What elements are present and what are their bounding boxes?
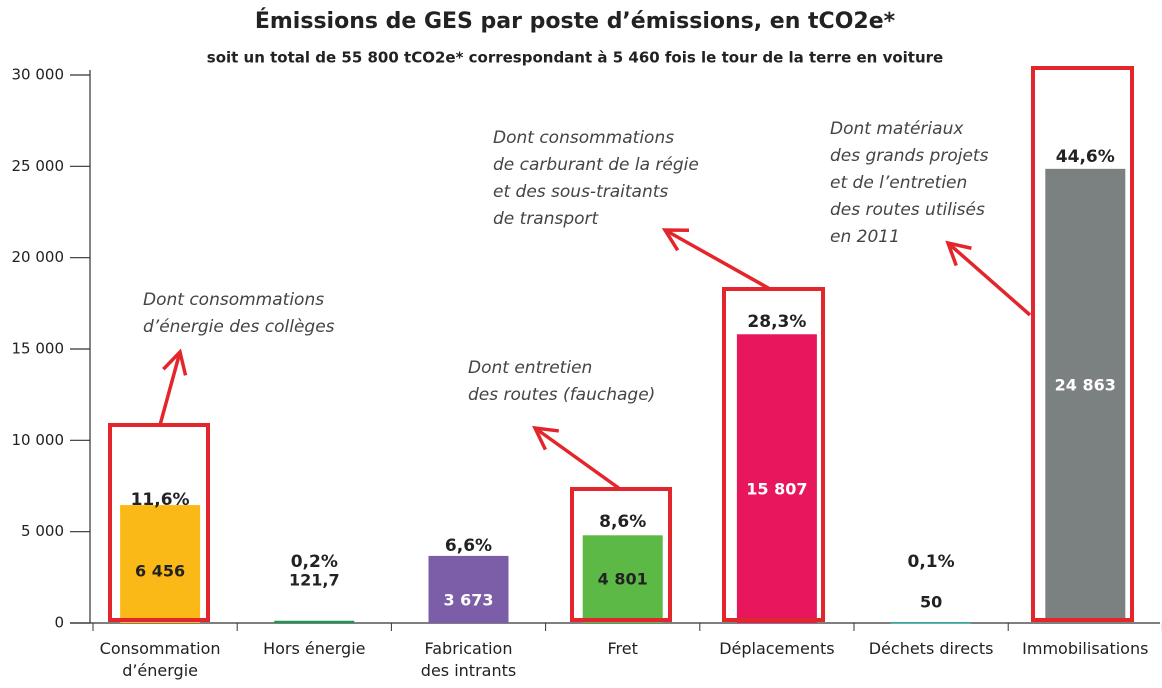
bar xyxy=(274,620,355,623)
annotation: d’énergie des collèges xyxy=(143,317,335,337)
x-tick-label: Immobilisations xyxy=(1022,639,1149,658)
chart-title: Émissions de GES par poste d’émissions, … xyxy=(255,8,896,34)
y-tick-label: 30 000 xyxy=(12,66,65,84)
arrow-head xyxy=(162,348,188,376)
bar xyxy=(891,622,972,624)
y-tick-label: 15 000 xyxy=(12,340,65,358)
annotation: Dont matériaux xyxy=(830,119,964,139)
x-tick-label: Déplacements xyxy=(719,639,835,658)
bar xyxy=(120,505,201,623)
arrow-head xyxy=(532,425,560,451)
bar xyxy=(1045,168,1126,623)
highlight-box xyxy=(722,287,825,622)
percent-label: 44,6% xyxy=(1056,147,1115,167)
value-label: 4 801 xyxy=(598,570,648,589)
y-tick-label: 25 000 xyxy=(12,157,65,175)
percent-label: 0,1% xyxy=(908,552,955,572)
annotation: Dont entretien xyxy=(468,358,592,378)
annotation: Dont consommations xyxy=(143,290,324,310)
percent-label: 11,6% xyxy=(131,490,190,510)
annotation: des routes utilisés xyxy=(830,200,985,220)
x-tick-label: Fret xyxy=(607,639,638,658)
annotation: et des sous-traitants xyxy=(493,182,668,202)
value-label: 50 xyxy=(920,593,942,612)
arrow-line xyxy=(664,228,771,291)
percent-label: 0,2% xyxy=(291,552,338,572)
chart-subtitle: soit un total de 55 800 tCO2e* correspon… xyxy=(207,49,943,67)
annotation: et de l’entretien xyxy=(830,173,967,193)
bar xyxy=(736,334,817,623)
x-tick-label: Déchets directs xyxy=(868,639,994,658)
highlight-box xyxy=(1031,66,1134,622)
y-tick-label: 0 xyxy=(54,614,64,632)
annotation: des routes (fauchage) xyxy=(468,385,655,405)
percent-label: 8,6% xyxy=(599,512,646,532)
y-tick-label: 5 000 xyxy=(21,522,64,540)
arrow-head xyxy=(945,240,972,267)
arrow-head xyxy=(661,228,690,252)
value-label: 6 456 xyxy=(135,562,185,581)
bar xyxy=(428,555,509,623)
percent-label: 6,6% xyxy=(445,536,492,556)
annotation: en 2011 xyxy=(830,227,900,247)
y-tick-label: 20 000 xyxy=(12,248,65,266)
percent-label: 28,3% xyxy=(747,312,806,332)
arrow-line xyxy=(533,426,622,491)
x-tick-label: Fabrication des intrants xyxy=(420,639,517,680)
value-label: 3 673 xyxy=(443,591,493,610)
annotation: de transport xyxy=(493,209,600,229)
x-tick-label: Consommation d’énergie xyxy=(99,639,221,680)
bar xyxy=(582,535,663,623)
value-label: 121,7 xyxy=(289,571,340,590)
y-tick-label: 10 000 xyxy=(12,431,65,449)
arrow-line xyxy=(158,351,182,426)
value-label: 15 807 xyxy=(746,480,807,499)
highlight-box xyxy=(108,423,210,622)
highlight-box xyxy=(570,487,672,622)
annotation: des grands projets xyxy=(830,146,989,166)
annotation: Dont consommations xyxy=(493,128,674,148)
arrow-line xyxy=(946,241,1032,317)
annotation: de carburant de la régie xyxy=(493,155,699,175)
value-label: 24 863 xyxy=(1055,376,1116,395)
x-tick-label: Hors énergie xyxy=(263,639,366,658)
